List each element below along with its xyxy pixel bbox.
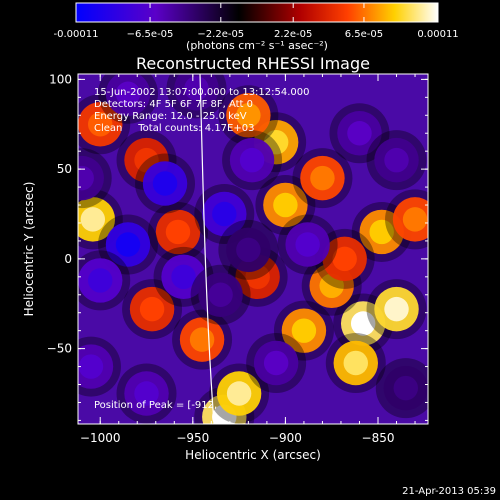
plot-frame bbox=[77, 73, 429, 425]
colorbar-unit-label: (photons cm⁻² s⁻¹ asec⁻²) bbox=[186, 39, 328, 52]
y-tick-label: 0 bbox=[64, 252, 72, 266]
x-tick-label: −900 bbox=[269, 431, 302, 445]
heatmap-blob-core bbox=[80, 207, 106, 232]
colorbar-tick-label: −6.5e-05 bbox=[127, 29, 174, 40]
plot-area bbox=[78, 74, 428, 424]
heatmap-blob-core bbox=[310, 165, 335, 191]
heatmap-blob-core bbox=[184, 76, 209, 101]
heatmap-blob-core bbox=[384, 147, 409, 173]
heatmap-blob-core bbox=[393, 375, 418, 401]
heatmap-blob-core bbox=[165, 219, 191, 245]
y-tick-label: −50 bbox=[47, 342, 72, 356]
footer-date: 21-Apr-2013 05:39 bbox=[402, 486, 496, 497]
x-tick-label: −950 bbox=[176, 431, 209, 445]
heatmap-blob-core bbox=[350, 311, 376, 336]
heatmap-blob-core bbox=[226, 381, 252, 406]
heatmap-blob-core bbox=[384, 296, 409, 322]
heatmap-blob-core bbox=[78, 165, 94, 191]
annotation-energy-range: Energy Range: 12.0 - 25.0 keV bbox=[94, 111, 247, 122]
heatmap-blob-core bbox=[263, 350, 289, 376]
heatmap-blob-core bbox=[369, 219, 394, 245]
colorbar-tick-label: −2.2e-05 bbox=[197, 29, 244, 40]
observation-annotations: 15-Jun-2002 13:07:00.000 to 13:12:54.000… bbox=[94, 87, 310, 134]
colorbar-bar bbox=[75, 2, 439, 23]
colorbar-tick-label: 0.00011 bbox=[417, 29, 458, 40]
x-axis: −1000 −950 −900 −850 bbox=[80, 74, 416, 445]
heatmap-blob-core bbox=[236, 103, 261, 128]
colorbar-tick-label: -0.00011 bbox=[54, 29, 99, 40]
heatmap-blob-core bbox=[212, 201, 237, 227]
y-tick-label: 100 bbox=[49, 72, 72, 86]
annotation-counts: Clean Total counts: 4.17E+03 bbox=[94, 123, 254, 134]
heatmap-blob-core bbox=[291, 318, 317, 343]
peak-position-label: Position of Peak = [-912, bbox=[94, 400, 217, 411]
colorbar-ticks: -0.00011 −6.5e-05 −2.2e-05 2.2e-05 6.5e-05 0.… bbox=[54, 3, 459, 40]
heatmap-blob-core bbox=[88, 268, 113, 293]
heatmap-blob-core bbox=[115, 232, 141, 257]
heatmap-blob-core bbox=[347, 121, 372, 146]
heatmap-blob-core bbox=[239, 147, 265, 173]
heatmap-blob-core bbox=[78, 354, 104, 379]
y-tick-label: 50 bbox=[57, 162, 72, 176]
heatmap-blob-core bbox=[171, 264, 196, 290]
heatmap-blob-core bbox=[236, 237, 261, 263]
heatmap-blob-core bbox=[332, 246, 357, 272]
x-axis-label: Heliocentric X (arcsec) bbox=[185, 448, 321, 462]
heatmap-blob-core bbox=[208, 282, 233, 307]
heatmap-blob-core bbox=[134, 381, 159, 406]
heatmap-blob-core bbox=[295, 232, 320, 257]
heatmap-blob-core bbox=[139, 296, 165, 322]
x-tick-label: −1000 bbox=[80, 431, 121, 445]
y-axis: −50 0 50 100 bbox=[47, 72, 428, 421]
heatmap-blob-core bbox=[152, 171, 178, 196]
heatmap-blob-core bbox=[402, 207, 428, 232]
colorbar-tick-label: 6.5e-05 bbox=[345, 29, 383, 40]
heatmap-blob-core bbox=[88, 112, 113, 137]
colorbar: -0.00011 −6.5e-05 −2.2e-05 2.2e-05 6.5e-05 0.… bbox=[54, 2, 459, 52]
chart-title: Reconstructed RHESSI Image bbox=[136, 54, 370, 73]
colorbar-tick-label: 2.2e-05 bbox=[274, 29, 312, 40]
solar-limb-line bbox=[199, 74, 215, 424]
heatmap-blob-core bbox=[115, 81, 141, 106]
heatmap-blob-core bbox=[343, 350, 368, 376]
annotation-time-range: 15-Jun-2002 13:07:00.000 to 13:12:54.000 bbox=[94, 87, 310, 98]
x-tick-label: −850 bbox=[362, 431, 395, 445]
heatmap-blob-core bbox=[189, 327, 215, 352]
heatmap-blob-core bbox=[273, 192, 298, 218]
y-axis-label: Heliocentric Y (arcsec) bbox=[22, 182, 36, 317]
annotation-detectors: Detectors: 4F 5F 6F 7F 8F, Att 0 bbox=[94, 99, 253, 110]
